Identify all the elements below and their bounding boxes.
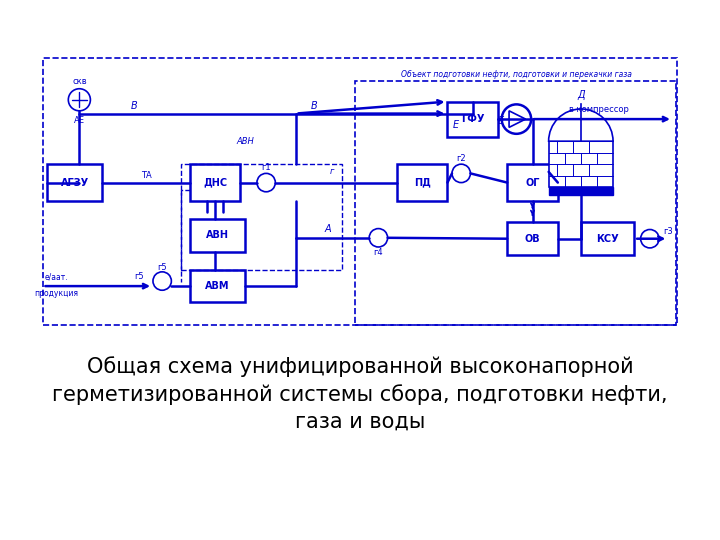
Text: ОВ: ОВ bbox=[525, 234, 540, 244]
Bar bbox=[581, 222, 634, 255]
Text: в компрессор: в компрессор bbox=[570, 105, 629, 114]
Text: ДНС: ДНС bbox=[203, 178, 227, 187]
Text: г: г bbox=[329, 167, 333, 176]
Text: ТА: ТА bbox=[140, 171, 151, 180]
Text: г1: г1 bbox=[261, 164, 271, 172]
Circle shape bbox=[68, 89, 91, 111]
Text: АЕ: АЕ bbox=[74, 116, 85, 125]
Bar bbox=[181, 164, 341, 270]
Text: е/аат.: е/аат. bbox=[45, 272, 68, 281]
Bar bbox=[549, 141, 613, 187]
Text: газа и воды: газа и воды bbox=[294, 412, 426, 432]
Polygon shape bbox=[509, 111, 526, 127]
Bar bbox=[42, 58, 678, 325]
Bar bbox=[397, 164, 447, 201]
Bar bbox=[356, 82, 675, 325]
Bar bbox=[447, 102, 498, 137]
Text: г4: г4 bbox=[374, 248, 383, 257]
Text: Д: Д bbox=[577, 90, 585, 100]
Bar bbox=[190, 219, 245, 252]
Bar bbox=[47, 164, 102, 201]
Text: герметизированной системы сбора, подготовки нефти,: герметизированной системы сбора, подгото… bbox=[53, 384, 667, 404]
Bar bbox=[190, 164, 240, 201]
Text: В: В bbox=[310, 101, 318, 111]
Text: ГФУ: ГФУ bbox=[461, 114, 485, 124]
Text: Общая схема унифицированной высоконапорной: Общая схема унифицированной высоконапорн… bbox=[86, 356, 634, 377]
Text: г5: г5 bbox=[135, 272, 144, 281]
Bar bbox=[190, 270, 245, 302]
Circle shape bbox=[452, 164, 470, 183]
Text: ОГ: ОГ bbox=[526, 178, 540, 187]
Circle shape bbox=[257, 173, 275, 192]
Text: г5: г5 bbox=[158, 263, 167, 272]
Text: А: А bbox=[325, 224, 331, 234]
Circle shape bbox=[502, 104, 531, 134]
Text: скв: скв bbox=[72, 77, 86, 86]
Text: АГЗУ: АГЗУ bbox=[60, 178, 89, 187]
Text: г2: г2 bbox=[456, 154, 466, 163]
Text: В: В bbox=[131, 101, 138, 111]
Bar bbox=[549, 187, 613, 194]
Text: г3: г3 bbox=[663, 227, 673, 236]
Text: АВН: АВН bbox=[236, 137, 254, 146]
Wedge shape bbox=[549, 109, 613, 141]
Circle shape bbox=[641, 230, 659, 248]
Text: ПД: ПД bbox=[414, 178, 431, 187]
Bar bbox=[507, 164, 558, 201]
Circle shape bbox=[369, 228, 387, 247]
Text: КСУ: КСУ bbox=[596, 234, 618, 244]
Circle shape bbox=[153, 272, 171, 290]
Text: Е: Е bbox=[498, 116, 503, 126]
Text: АВМ: АВМ bbox=[205, 281, 230, 291]
Text: АВН: АВН bbox=[206, 231, 229, 240]
Text: продукция: продукция bbox=[35, 289, 78, 298]
Text: Е: Е bbox=[453, 120, 459, 130]
Text: Объект подготовки нефти, подготовки и перекачки газа: Объект подготовки нефти, подготовки и пе… bbox=[401, 70, 632, 79]
Bar bbox=[507, 222, 558, 255]
